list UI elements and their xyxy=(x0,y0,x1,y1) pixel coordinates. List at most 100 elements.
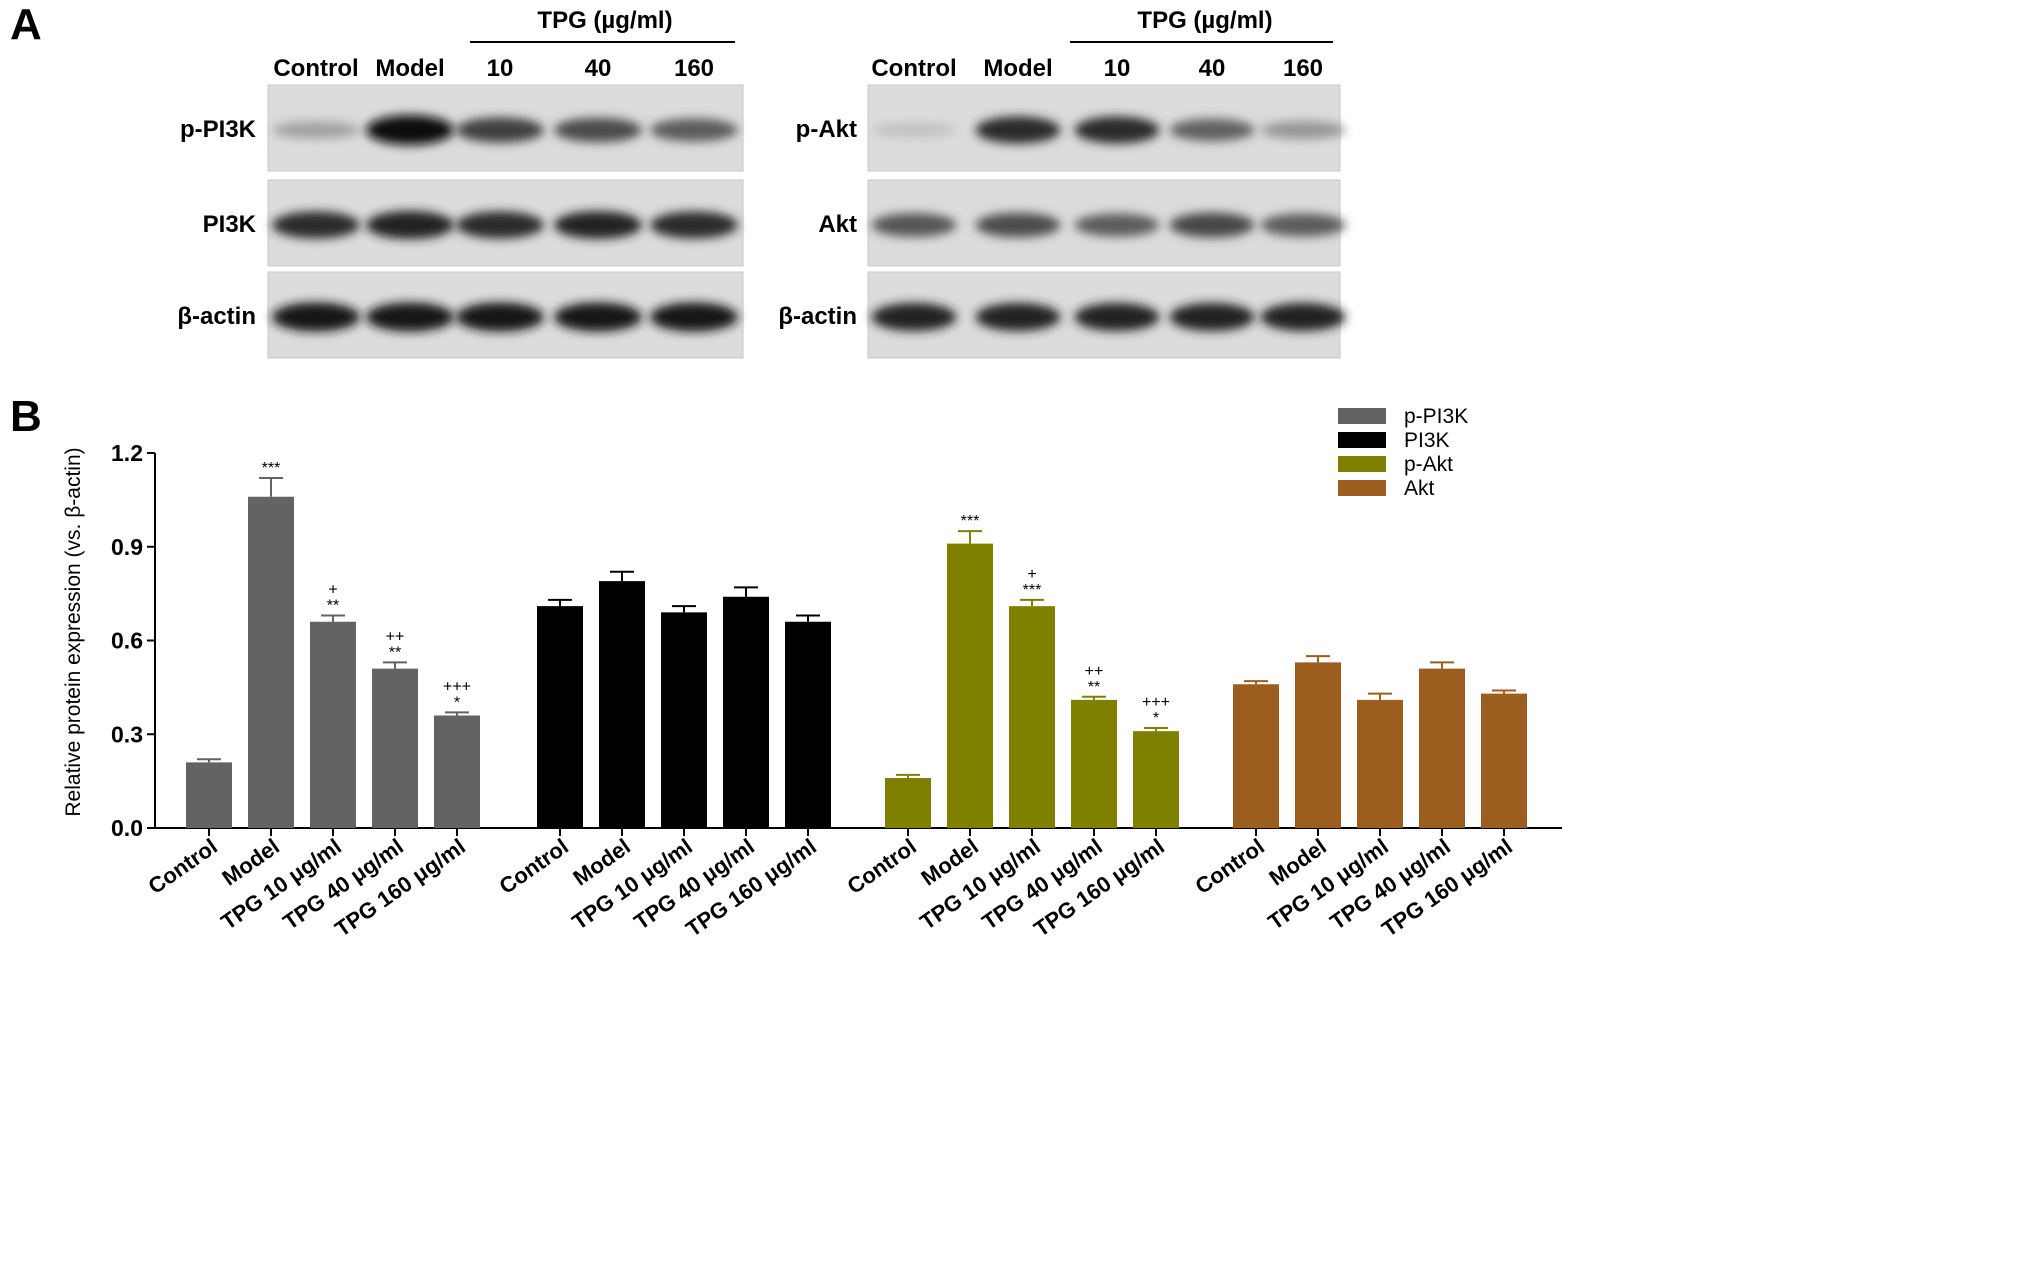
bar-p-PI3K xyxy=(372,668,418,828)
bar-p-PI3K xyxy=(434,715,480,828)
bar-Akt xyxy=(1295,662,1341,828)
significance-plus: ++ xyxy=(386,628,405,645)
lane-label: 40 xyxy=(585,55,612,82)
blot-band xyxy=(1169,212,1255,238)
y-axis-label: Relative protein expression (vs. β-actin… xyxy=(62,447,85,816)
blot-band xyxy=(650,118,738,142)
bar-Akt xyxy=(1357,699,1403,828)
blot-band xyxy=(554,117,642,143)
blot-band xyxy=(975,212,1061,238)
blot-band xyxy=(871,213,957,237)
significance-plus: + xyxy=(1027,566,1036,583)
bar-p-Akt xyxy=(947,543,993,828)
y-tick-label: 0.6 xyxy=(111,628,143,654)
blot-row-label: PI3K xyxy=(203,211,257,238)
significance-star: *** xyxy=(1023,582,1042,599)
blot-left: TPG (µg/ml) Control Model 10 40 160 p-PI3K PI3K… xyxy=(177,7,744,359)
western-blot-panel: TPG (µg/ml) Control Model 10 40 160 p-PI3K PI3K… xyxy=(177,7,1346,359)
bar-chart: Relative protein expression (vs. β-actin… xyxy=(62,405,1562,942)
blot-band xyxy=(650,302,738,332)
blot-band xyxy=(456,117,544,143)
bar-PI3K xyxy=(599,581,645,828)
legend-swatch xyxy=(1338,432,1386,448)
lane-label: 40 xyxy=(1199,55,1226,82)
x-category-label: Control xyxy=(1190,834,1268,899)
bar-Akt xyxy=(1419,668,1465,828)
bar-Akt xyxy=(1481,693,1527,828)
figure: A B TPG (µg/ml) Control Model 10 40 160 p-PI3K… xyxy=(10,0,1562,942)
legend-label: p-Akt xyxy=(1404,453,1453,476)
legend-label: PI3K xyxy=(1404,429,1450,452)
significance-star: ** xyxy=(389,644,401,661)
significance-plus: + xyxy=(328,582,337,599)
bar-PI3K xyxy=(537,606,583,828)
legend-label: p-PI3K xyxy=(1404,405,1468,428)
panel-b-letter: B xyxy=(10,392,42,441)
blot-band xyxy=(272,121,360,139)
significance-star: * xyxy=(1153,710,1159,727)
y-tick-label: 0.3 xyxy=(111,721,143,747)
blot-band xyxy=(650,211,738,239)
blot-band xyxy=(456,211,544,239)
blot-band xyxy=(975,116,1061,144)
lane-label: Model xyxy=(375,55,444,82)
bar-p-PI3K xyxy=(248,496,294,828)
blot-band xyxy=(272,302,360,332)
lane-label: 160 xyxy=(1283,55,1323,82)
bar-p-PI3K xyxy=(186,762,232,828)
blot-band xyxy=(1260,302,1346,332)
lane-label: Control xyxy=(273,55,358,82)
blot-band xyxy=(871,302,957,332)
blot-band xyxy=(871,122,957,138)
blot-row-label: β-actin xyxy=(778,303,857,330)
significance-plus: ++ xyxy=(1085,663,1104,680)
bar-Akt xyxy=(1233,684,1279,828)
lane-label: 10 xyxy=(1104,55,1131,82)
legend-swatch xyxy=(1338,480,1386,496)
x-category-label: Control xyxy=(842,834,920,899)
x-category-label: Control xyxy=(143,834,221,899)
legend-label: Akt xyxy=(1404,477,1435,500)
y-tick-label: 0.9 xyxy=(111,534,143,560)
lane-label: Model xyxy=(983,55,1052,82)
legend-swatch xyxy=(1338,456,1386,472)
blot-band xyxy=(554,302,642,332)
blot-band xyxy=(1074,116,1160,144)
blot-row-label: p-Akt xyxy=(796,116,857,143)
blot-row-label: Akt xyxy=(818,211,857,238)
significance-star: ** xyxy=(327,598,339,615)
x-category-label: Control xyxy=(494,834,572,899)
blot-band xyxy=(975,302,1061,332)
significance-star: ** xyxy=(1088,679,1100,696)
blot-band xyxy=(1260,213,1346,237)
blot-band xyxy=(554,211,642,239)
blot-row-label: p-PI3K xyxy=(180,116,257,143)
lane-label: 160 xyxy=(674,55,714,82)
legend-swatch xyxy=(1338,408,1386,424)
blot-band xyxy=(1074,213,1160,237)
blot-band xyxy=(272,211,360,239)
significance-star: *** xyxy=(262,460,281,477)
blot-band xyxy=(1169,302,1255,332)
lane-label: Control xyxy=(871,55,956,82)
significance-plus: +++ xyxy=(1142,694,1170,711)
bar-p-Akt xyxy=(885,778,931,828)
blot-band xyxy=(366,210,454,240)
tpg-header: TPG (µg/ml) xyxy=(1137,7,1272,34)
blot-right: TPG (µg/ml) Control Model 10 40 160 p-Akt Akt β-… xyxy=(778,7,1346,359)
bar-PI3K xyxy=(661,612,707,828)
y-tick-label: 0.0 xyxy=(111,815,143,841)
lane-label: 10 xyxy=(487,55,514,82)
significance-star: *** xyxy=(961,513,980,530)
bar-p-Akt xyxy=(1133,731,1179,828)
bar-p-Akt xyxy=(1009,606,1055,828)
blot-band xyxy=(1260,120,1346,140)
blot-band xyxy=(1074,302,1160,332)
bar-PI3K xyxy=(723,596,769,828)
significance-star: * xyxy=(454,694,460,711)
panel-a-letter: A xyxy=(10,0,42,49)
bar-p-Akt xyxy=(1071,699,1117,828)
tpg-header: TPG (µg/ml) xyxy=(537,7,672,34)
bar-PI3K xyxy=(785,621,831,828)
bar-p-PI3K xyxy=(310,621,356,828)
